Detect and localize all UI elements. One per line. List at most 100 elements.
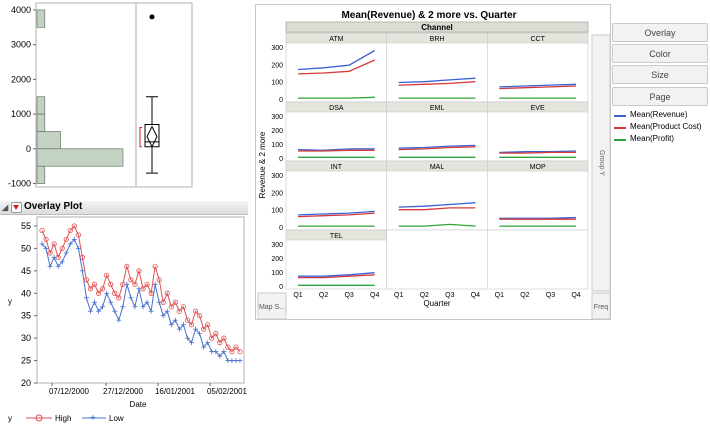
high-point[interactable] <box>116 295 122 301</box>
group-y-drop-zone[interactable] <box>591 34 611 292</box>
outlier-point[interactable] <box>149 14 155 20</box>
high-point[interactable] <box>152 263 158 269</box>
series-line[interactable] <box>499 151 576 154</box>
series-line[interactable] <box>398 144 476 149</box>
series-line[interactable] <box>398 146 476 151</box>
low-point[interactable] <box>124 281 130 287</box>
low-point[interactable] <box>59 259 65 265</box>
low-point[interactable] <box>189 340 195 346</box>
series-line[interactable] <box>297 210 375 216</box>
low-point[interactable] <box>63 250 69 256</box>
high-point[interactable] <box>51 241 57 247</box>
high-point[interactable] <box>196 313 203 319</box>
outline-toggle-icon[interactable]: ◢ <box>2 203 9 212</box>
high-point[interactable] <box>59 245 65 252</box>
low-point[interactable] <box>83 295 89 301</box>
high-point[interactable] <box>221 335 227 341</box>
low-point[interactable] <box>193 326 199 332</box>
low-point[interactable] <box>75 245 81 251</box>
low-point[interactable] <box>96 308 102 314</box>
legend-item-mean-revenue[interactable]: Mean(Revenue) <box>614 110 710 121</box>
low-point[interactable] <box>87 308 93 314</box>
high-point[interactable] <box>128 277 134 283</box>
low-point[interactable] <box>197 331 203 337</box>
legend-item-mean-profit[interactable]: Mean(Profit) <box>614 134 710 145</box>
low-point[interactable] <box>152 281 158 287</box>
series-line[interactable] <box>499 85 577 90</box>
high-point[interactable] <box>104 272 110 278</box>
low-point[interactable] <box>144 299 150 305</box>
high-point[interactable] <box>217 340 223 346</box>
series-line[interactable] <box>297 59 375 75</box>
overlay-drop-zone[interactable]: Overlay <box>612 23 708 42</box>
series-line[interactable] <box>499 216 577 219</box>
high-point[interactable] <box>91 281 98 287</box>
high-point[interactable] <box>188 322 195 328</box>
map-shape-drop-zone[interactable] <box>257 292 287 320</box>
legend-item-high[interactable]: High <box>26 414 71 423</box>
high-point[interactable] <box>225 344 231 350</box>
low-point[interactable] <box>120 304 126 310</box>
high-point[interactable] <box>136 268 142 274</box>
low-point[interactable] <box>184 335 190 341</box>
low-point[interactable] <box>71 236 77 242</box>
high-point[interactable] <box>205 322 211 328</box>
low-point[interactable] <box>51 254 57 260</box>
series-line[interactable] <box>398 202 476 208</box>
low-point[interactable] <box>201 344 207 350</box>
graph-y-axis-label[interactable]: Revenue & 2 more <box>258 131 267 198</box>
high-point[interactable] <box>132 281 138 287</box>
low-point[interactable] <box>172 317 178 323</box>
high-point[interactable] <box>67 227 73 234</box>
low-point[interactable] <box>136 286 142 292</box>
high-point[interactable] <box>144 281 150 287</box>
low-point[interactable] <box>160 313 166 319</box>
low-point[interactable] <box>79 268 85 274</box>
low-point[interactable] <box>168 322 174 328</box>
high-point[interactable] <box>180 304 187 310</box>
high-point[interactable] <box>209 335 215 341</box>
low-point[interactable] <box>217 353 223 359</box>
high-point[interactable] <box>172 299 178 305</box>
high-point[interactable] <box>100 286 106 292</box>
legend-item-low[interactable]: + Low <box>82 413 124 424</box>
series-line-high[interactable] <box>41 225 241 353</box>
high-point[interactable] <box>43 236 49 243</box>
low-point[interactable] <box>104 290 110 296</box>
high-point[interactable] <box>213 331 219 337</box>
low-point[interactable] <box>108 299 114 305</box>
low-point[interactable] <box>156 299 162 305</box>
series-line[interactable] <box>499 83 577 88</box>
high-point[interactable] <box>192 308 199 314</box>
high-point[interactable] <box>63 236 69 243</box>
series-line[interactable] <box>398 207 476 211</box>
low-point[interactable] <box>128 295 134 301</box>
high-point[interactable] <box>156 277 162 283</box>
series-line[interactable] <box>297 49 376 71</box>
series-line-low[interactable] <box>41 238 240 362</box>
low-point[interactable] <box>221 349 227 355</box>
low-point[interactable] <box>164 308 170 314</box>
low-point[interactable] <box>92 299 98 305</box>
high-point[interactable] <box>233 344 239 350</box>
low-point[interactable] <box>100 304 106 310</box>
series-line[interactable] <box>298 274 375 279</box>
low-point[interactable] <box>140 304 146 310</box>
high-point[interactable] <box>83 277 90 283</box>
low-point[interactable] <box>67 241 73 247</box>
high-point[interactable] <box>112 290 118 296</box>
series-line[interactable] <box>298 149 375 152</box>
overlay-plot-header[interactable]: ◢ Overlay Plot <box>0 201 248 215</box>
series-line[interactable] <box>298 272 375 277</box>
series-line[interactable] <box>499 150 577 154</box>
low-point[interactable] <box>237 358 243 364</box>
high-point[interactable] <box>184 317 191 323</box>
low-point[interactable] <box>116 317 122 323</box>
high-point[interactable] <box>95 290 102 296</box>
high-point[interactable] <box>108 281 114 287</box>
series-line[interactable] <box>297 212 375 218</box>
series-line[interactable] <box>297 148 375 151</box>
low-point[interactable] <box>39 241 45 247</box>
high-point[interactable] <box>164 290 170 296</box>
high-point[interactable] <box>39 227 45 234</box>
